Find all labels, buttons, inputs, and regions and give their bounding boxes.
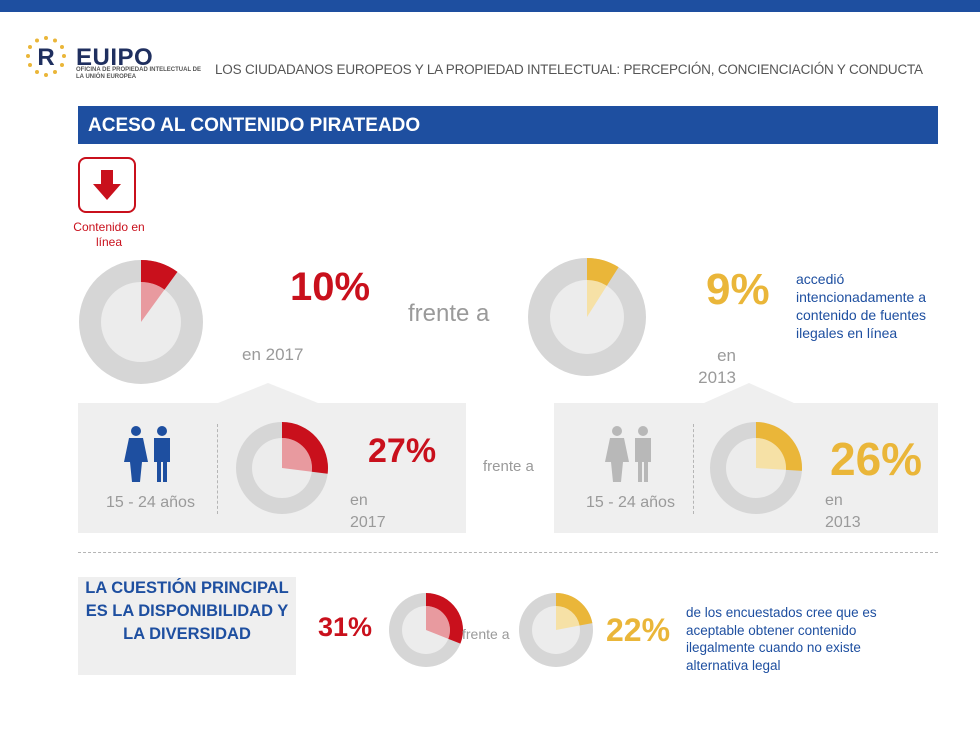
youth-value-2013: 26% <box>830 433 923 485</box>
svg-text:R: R <box>37 44 54 71</box>
key-issue-box: LA CUESTIÓN PRINCIPAL ES LA DISPONIBILID… <box>78 577 296 675</box>
section-title: ACESO AL CONTENIDO PIRATEADO <box>88 115 421 136</box>
donut-key-2017 <box>389 593 463 667</box>
youth-age-2013: 15 - 24 años <box>586 494 675 511</box>
brand-name: EUIPO <box>76 44 154 71</box>
document-title: LOS CIUDADANOS EUROPEOS Y LA PROPIEDAD I… <box>215 62 923 77</box>
donut-youth-2017 <box>236 422 328 514</box>
donut-slice <box>426 593 463 644</box>
key-description: de los encuestados cree que es aceptable… <box>686 605 877 673</box>
key-issue-text: LA CUESTIÓN PRINCIPAL ES LA DISPONIBILID… <box>85 579 289 643</box>
donut-slice <box>756 422 802 471</box>
youth-value-2017: 27% <box>368 432 437 470</box>
donut-slice <box>556 593 593 626</box>
donut-inner-fill <box>426 606 450 639</box>
brand-subtitle: OFICINA DE PROPIEDAD INTELECTUAL DE LA U… <box>76 67 202 80</box>
overall-value-2013: 9% <box>706 265 770 314</box>
overall-description: accedió intencionadamente a contenido de… <box>796 271 926 341</box>
key-versus: frente a <box>462 626 510 642</box>
youth-divider-2013 <box>693 424 694 514</box>
content-icon-box <box>78 157 136 213</box>
youth-versus: frente a <box>483 458 534 475</box>
top-bar <box>0 0 980 12</box>
overall-versus: frente a <box>408 300 490 327</box>
key-value-2017: 31% <box>318 612 373 642</box>
content-label: Contenido en línea <box>73 220 145 249</box>
donut-inner-fill <box>141 282 165 322</box>
donut-overall-2017 <box>79 260 203 384</box>
donut-slice <box>282 422 328 474</box>
youth-label-2017: en 2017 <box>350 492 386 531</box>
download-arrow-icon <box>93 170 121 200</box>
donut-slice <box>141 260 178 290</box>
people-icon <box>124 426 170 482</box>
youth-divider-2017 <box>217 424 218 514</box>
overall-label-2013: en 2013 <box>698 346 736 387</box>
overall-value-2017: 10% <box>290 265 371 309</box>
donut-key-2013 <box>519 593 593 667</box>
overall-label-2017: en 2017 <box>242 345 304 364</box>
youth-age-2017: 15 - 24 años <box>106 494 195 511</box>
donut-inner-fill <box>756 438 786 470</box>
section-separator <box>78 552 938 553</box>
section-banner: ACESO AL CONTENIDO PIRATEADO <box>78 106 938 144</box>
donut-youth-2013 <box>710 422 802 514</box>
euipo-logo-icon: R <box>26 36 66 77</box>
people-icon <box>605 426 651 482</box>
key-value-2013: 22% <box>606 612 671 648</box>
donut-inner-fill <box>587 280 607 317</box>
donut-slice <box>587 258 619 286</box>
donut-inner-fill <box>282 438 312 472</box>
donut-overall-2013 <box>528 258 646 376</box>
youth-label-2013: en 2013 <box>825 492 861 531</box>
donut-inner-fill <box>556 606 580 630</box>
